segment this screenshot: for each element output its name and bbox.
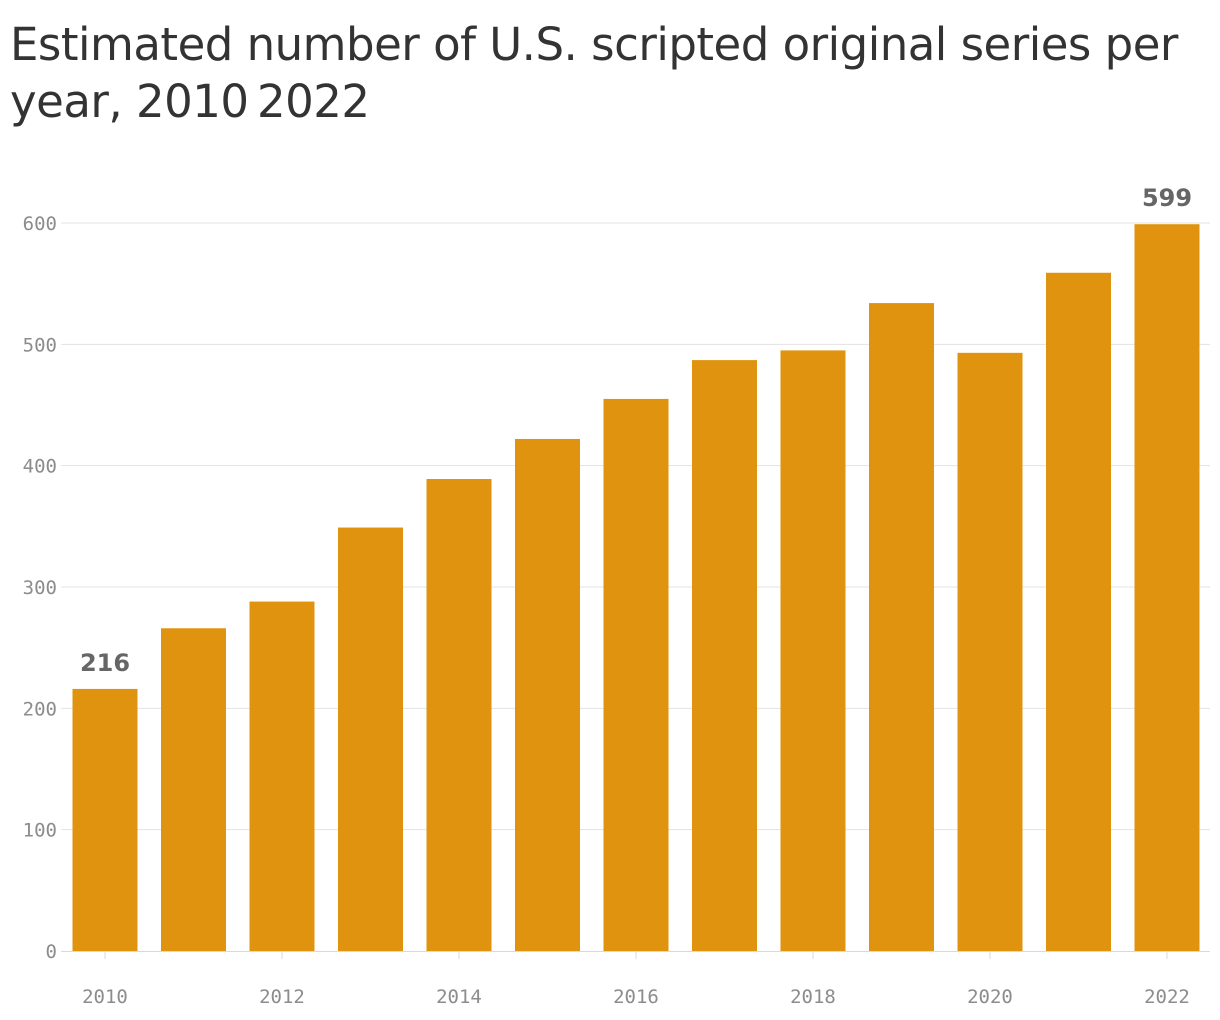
- y-tick-label-0: 0: [46, 941, 57, 963]
- bar-2020: [957, 352, 1023, 951]
- chart-title: Estimated number of U.S. scripted origin…: [10, 18, 1178, 128]
- bar-2013: [338, 527, 403, 951]
- y-tick-label-500: 500: [23, 334, 57, 356]
- y-axis-labels: 0 100 200 300 400 500 600: [23, 213, 57, 963]
- bar-2021: [1046, 272, 1111, 951]
- bar-2017: [692, 360, 757, 951]
- x-tick-label-2022: 2022: [1144, 986, 1190, 1008]
- bar-2015: [515, 438, 580, 951]
- x-axis-labels: 2010 2012 2014 2016 2018 2020 2022: [82, 986, 1190, 1008]
- bars: [72, 224, 1200, 952]
- y-tick-label-100: 100: [23, 820, 57, 842]
- data-label-2022: 599: [1142, 184, 1192, 212]
- y-tick-label-400: 400: [23, 456, 57, 478]
- x-axis: [61, 951, 1210, 959]
- y-tick-label-600: 600: [23, 213, 57, 235]
- bar-2010: [72, 688, 138, 951]
- x-tick-label-2016: 2016: [613, 986, 659, 1008]
- data-label-2010: 216: [80, 649, 130, 677]
- x-tick-label-2012: 2012: [259, 986, 305, 1008]
- x-tick-label-2018: 2018: [790, 986, 836, 1008]
- bar-2016: [603, 398, 669, 951]
- y-tick-label-200: 200: [23, 698, 57, 720]
- y-tick-label-300: 300: [23, 577, 57, 599]
- x-tick-label-2014: 2014: [436, 986, 482, 1008]
- x-tick-label-2020: 2020: [967, 986, 1013, 1008]
- bar-2019: [869, 303, 934, 952]
- data-labels: 216 599: [80, 184, 1192, 677]
- bar-2012: [249, 601, 315, 951]
- bar-2014: [426, 479, 492, 951]
- bar-2018: [780, 350, 846, 951]
- bar-2011: [161, 628, 226, 951]
- x-tick-label-2010: 2010: [82, 986, 128, 1008]
- bar-2022: [1134, 224, 1200, 952]
